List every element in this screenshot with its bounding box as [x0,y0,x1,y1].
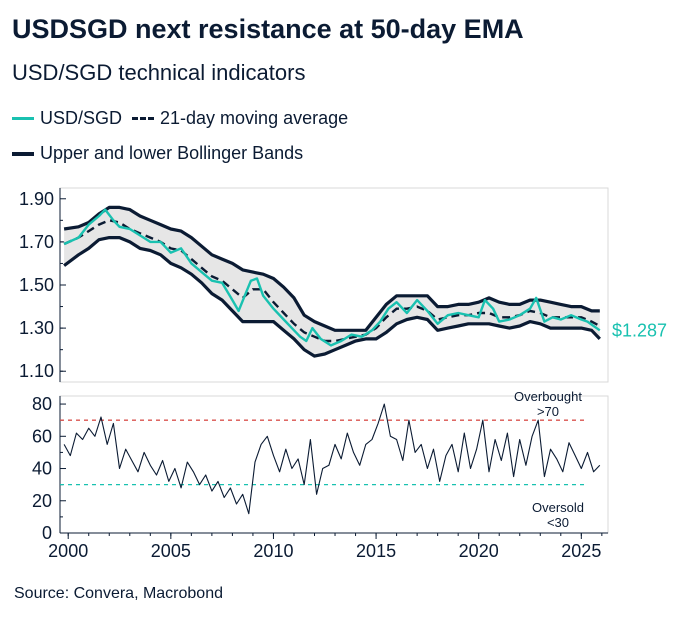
series-line-lower-bollinger-band [63,236,601,358]
oversold-threshold-label: <30 [547,515,569,530]
rsi-y-tick-label: 60 [32,426,52,446]
chart-title: USDSGD next resistance at 50-day EMA [12,14,524,44]
legend-label-spot: USD/SGD [40,108,123,128]
rsi-y-tick-label: 40 [32,459,52,479]
series-line-usd-sgd [63,208,601,347]
source-note: Source: Convera, Macrobond [14,585,223,602]
series-line-rsi [63,403,601,515]
legend-row-1: USD/SGD 21-day moving average [12,108,348,129]
bollinger-band-fill [64,207,600,357]
price-y-tick-label: 1.70 [19,232,54,252]
oversold-label: Oversold [532,500,584,515]
series-line-upper-bollinger-band [63,205,600,332]
x-tick-label: 2020 [459,541,499,561]
overbought-threshold-label: >70 [537,404,559,419]
x-tick-label: 2010 [253,541,293,561]
legend-swatch-bands [12,151,34,156]
price-end-label: $1.287 [612,320,667,340]
x-tick-label: 2000 [48,541,88,561]
price-y-tick-label: 1.90 [19,189,54,209]
rsi-y-tick-label: 0 [42,523,52,543]
chart-subtitle: USD/SGD technical indicators [12,60,306,85]
legend-row-2: Upper and lower Bollinger Bands [12,143,303,164]
legend-swatch-ma [132,117,155,120]
legend-swatch-spot [12,117,34,120]
x-tick-label: 2025 [561,541,601,561]
rsi-y-tick-label: 80 [32,394,52,414]
legend-label-ma: 21-day moving average [160,108,349,128]
x-tick-label: 2015 [356,541,396,561]
x-tick-label: 2005 [151,541,191,561]
overbought-label: Overbought [514,389,582,404]
price-y-tick-label: 1.10 [19,361,54,381]
price-y-tick-label: 1.30 [19,318,54,338]
rsi-y-tick-label: 20 [32,491,52,511]
legend-label-bands: Upper and lower Bollinger Bands [40,143,304,163]
price-y-tick-label: 1.50 [19,275,54,295]
